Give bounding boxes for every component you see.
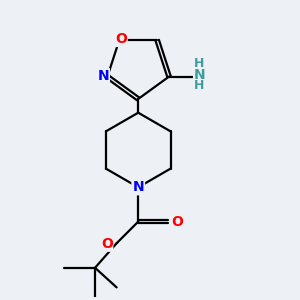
Text: N: N [194,68,205,82]
Text: H: H [194,79,205,92]
Text: O: O [101,237,113,251]
Text: N: N [98,69,109,82]
Text: O: O [115,32,127,46]
Text: N: N [132,180,144,194]
Text: H: H [194,57,205,70]
Text: O: O [172,214,184,229]
